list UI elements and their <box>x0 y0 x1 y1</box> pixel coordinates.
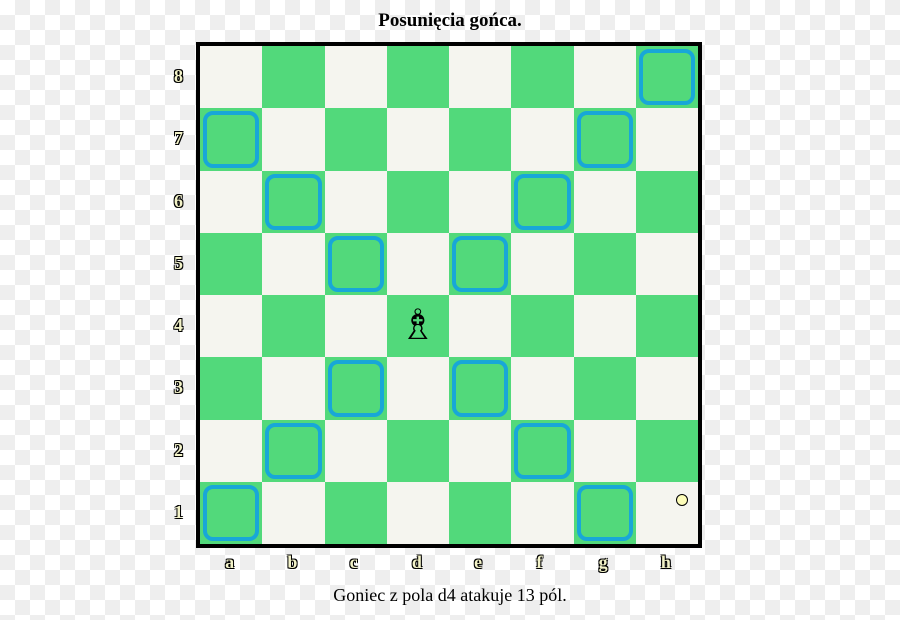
board-square <box>325 295 387 357</box>
target-square-highlight <box>514 174 570 230</box>
board-square <box>449 295 511 357</box>
board-square <box>574 357 636 419</box>
diagram-title: Posunięcia gońca. <box>0 10 900 32</box>
board-square <box>511 295 573 357</box>
board-square <box>262 295 324 357</box>
board-square <box>262 46 324 108</box>
target-square-highlight <box>577 485 633 541</box>
board-square <box>325 108 387 170</box>
file-label: c <box>350 552 358 573</box>
file-label: h <box>661 552 671 573</box>
board-square <box>574 295 636 357</box>
chessboard: 12345678abcdefgh♗ <box>196 42 702 548</box>
board-square <box>387 482 449 544</box>
board-square <box>387 357 449 419</box>
board-square <box>636 482 698 544</box>
target-square-highlight <box>203 111 259 167</box>
file-label: g <box>599 552 608 573</box>
board-square <box>449 482 511 544</box>
bishop-piece: ♗ <box>387 295 449 357</box>
board-square <box>574 171 636 233</box>
board-square <box>449 46 511 108</box>
marker-dot <box>676 494 688 506</box>
board-square <box>200 295 262 357</box>
board-square <box>325 46 387 108</box>
rank-label: 6 <box>174 191 183 212</box>
target-square-highlight <box>452 360 508 416</box>
board-square <box>449 420 511 482</box>
target-square-highlight <box>265 174 321 230</box>
target-square-highlight <box>639 49 695 105</box>
board-square <box>511 357 573 419</box>
board-square <box>574 420 636 482</box>
board-square <box>262 482 324 544</box>
rank-label: 2 <box>174 440 183 461</box>
target-square-highlight <box>203 485 259 541</box>
file-label: b <box>287 552 297 573</box>
rank-label: 7 <box>174 128 183 149</box>
board-square <box>387 46 449 108</box>
board-square <box>511 46 573 108</box>
board-square <box>387 420 449 482</box>
board-square <box>636 295 698 357</box>
rank-label: 8 <box>174 66 183 87</box>
board-square <box>387 108 449 170</box>
board-square <box>200 233 262 295</box>
board-square <box>511 233 573 295</box>
target-square-highlight <box>452 236 508 292</box>
board-square <box>574 233 636 295</box>
rank-label: 4 <box>174 315 183 336</box>
target-square-highlight <box>328 236 384 292</box>
board-square <box>325 420 387 482</box>
target-square-highlight <box>514 423 570 479</box>
board-square <box>325 171 387 233</box>
board-square <box>449 108 511 170</box>
file-label: d <box>412 552 422 573</box>
board-square <box>200 171 262 233</box>
board-square <box>262 108 324 170</box>
board-square <box>511 108 573 170</box>
board-square <box>262 357 324 419</box>
board-square <box>636 357 698 419</box>
target-square-highlight <box>577 111 633 167</box>
rank-label: 5 <box>174 253 183 274</box>
diagram-caption: Goniec z pola d4 atakuje 13 pól. <box>0 585 900 606</box>
rank-label: 1 <box>174 502 183 523</box>
target-square-highlight <box>265 423 321 479</box>
board-square <box>636 108 698 170</box>
file-label: e <box>474 552 482 573</box>
board-square <box>636 420 698 482</box>
board-square <box>636 171 698 233</box>
board-square <box>262 233 324 295</box>
board-square <box>449 171 511 233</box>
board-square <box>387 233 449 295</box>
board-square <box>325 482 387 544</box>
target-square-highlight <box>328 360 384 416</box>
board-square <box>636 233 698 295</box>
board-square <box>200 357 262 419</box>
board-square <box>387 171 449 233</box>
board-square <box>511 482 573 544</box>
board-square <box>200 46 262 108</box>
file-label: f <box>536 552 542 573</box>
board-square <box>200 420 262 482</box>
rank-label: 3 <box>174 377 183 398</box>
file-label: a <box>225 552 234 573</box>
board-square <box>574 46 636 108</box>
